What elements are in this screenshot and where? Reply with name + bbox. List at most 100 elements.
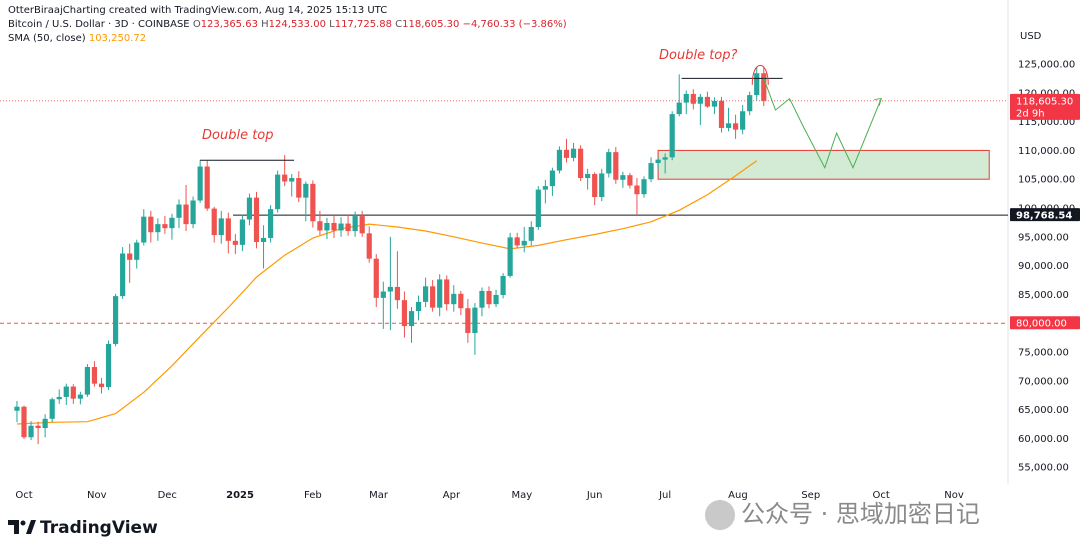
candle-body bbox=[21, 406, 27, 438]
candle-body bbox=[704, 96, 711, 107]
candle bbox=[592, 172, 598, 206]
candle-body bbox=[176, 204, 182, 218]
candle bbox=[437, 274, 443, 317]
candle bbox=[732, 114, 739, 139]
candle bbox=[246, 193, 253, 226]
candle bbox=[662, 153, 668, 174]
candle bbox=[267, 205, 274, 243]
candle-body bbox=[183, 204, 189, 225]
candle bbox=[35, 421, 41, 445]
candle bbox=[112, 293, 119, 347]
candle-body bbox=[253, 197, 260, 242]
byline: OtterBiraajCharting created with Trading… bbox=[8, 5, 388, 16]
candle bbox=[338, 217, 344, 237]
candle bbox=[91, 361, 98, 387]
candle bbox=[239, 214, 246, 252]
support-price-tag-bg bbox=[1010, 208, 1080, 222]
candle bbox=[366, 226, 372, 263]
candle bbox=[641, 176, 647, 198]
candle bbox=[655, 157, 661, 169]
candle bbox=[70, 384, 76, 404]
candle bbox=[465, 299, 471, 343]
candle-body bbox=[754, 73, 760, 96]
candle-body bbox=[49, 399, 55, 419]
candle-body bbox=[761, 73, 767, 101]
candle-body bbox=[197, 166, 203, 201]
candle bbox=[98, 377, 105, 394]
candle-body bbox=[514, 237, 520, 246]
y-tick-label: 95,000.00 bbox=[1018, 232, 1069, 243]
candle-body bbox=[606, 152, 612, 174]
candle-body bbox=[747, 95, 753, 112]
level-80k-tag-bg bbox=[1010, 316, 1080, 330]
candle-body bbox=[408, 311, 415, 327]
ohlc-row: Bitcoin / U.S. Dollar · 3D · COINBASE O1… bbox=[8, 18, 567, 32]
candle-body bbox=[380, 291, 386, 298]
candle bbox=[359, 210, 365, 237]
candle-body bbox=[613, 152, 619, 180]
candle-body bbox=[310, 183, 316, 222]
candle-body bbox=[338, 223, 344, 231]
candle bbox=[282, 155, 288, 187]
candle bbox=[134, 239, 140, 269]
candle bbox=[296, 171, 302, 203]
candle-body bbox=[740, 111, 746, 130]
y-tick-label: 125,000.00 bbox=[1018, 60, 1075, 71]
candle bbox=[514, 232, 520, 249]
candle bbox=[613, 146, 619, 184]
candle-body bbox=[359, 216, 365, 234]
peak-arc bbox=[751, 65, 769, 85]
candle-body bbox=[112, 296, 119, 344]
candle bbox=[211, 206, 217, 243]
candle-body bbox=[690, 93, 696, 104]
candle-body bbox=[627, 175, 633, 186]
candle-body bbox=[521, 240, 527, 246]
candle-body bbox=[634, 185, 640, 195]
candle bbox=[620, 171, 626, 188]
x-tick-label: Nov bbox=[87, 490, 107, 501]
y-tick-label: 70,000.00 bbox=[1018, 376, 1069, 387]
candle-body bbox=[373, 258, 379, 298]
candle-body bbox=[84, 366, 91, 395]
candle-body bbox=[141, 216, 147, 243]
double-top-label: Double top bbox=[202, 128, 274, 143]
candle-body bbox=[366, 233, 372, 259]
candle bbox=[148, 210, 154, 243]
candle bbox=[190, 196, 196, 229]
y-tick-label: 105,000.00 bbox=[1018, 175, 1075, 186]
level-80k-tag: 80,000.00 bbox=[1010, 316, 1080, 330]
x-axis-ticks: Oct Nov Dec 2025 Feb Mar Apr May Jun Jul Aug Sep Oct… bbox=[15, 490, 963, 501]
y-tick-label: 110,000.00 bbox=[1018, 146, 1075, 157]
y-axis-ticks: 125,000.00 120,000.00 115,000.00 110,000.00… bbox=[1018, 60, 1075, 474]
candle bbox=[77, 391, 83, 405]
candle bbox=[105, 340, 112, 391]
candle bbox=[373, 254, 379, 308]
candle-body bbox=[718, 100, 725, 128]
candle bbox=[49, 397, 55, 423]
candle bbox=[401, 291, 408, 338]
candle-body bbox=[655, 159, 661, 164]
candle-body bbox=[430, 286, 436, 308]
candle-body bbox=[127, 253, 133, 260]
candle-body bbox=[592, 174, 598, 198]
candle bbox=[704, 91, 711, 108]
sma-label: SMA (50, close) bbox=[8, 33, 86, 44]
y-tick-label: 120,000.00 bbox=[1018, 88, 1075, 99]
candle-body bbox=[585, 174, 591, 179]
candle bbox=[21, 405, 27, 439]
candle bbox=[528, 221, 534, 246]
candle bbox=[387, 236, 393, 331]
x-tick-label: Mar bbox=[369, 490, 389, 501]
candle-body bbox=[345, 223, 351, 232]
candle bbox=[28, 421, 34, 441]
watermark-text: 公众号 · 思域加密日记 bbox=[741, 500, 980, 528]
y-tick-label: 65,000.00 bbox=[1018, 405, 1069, 416]
candle-body bbox=[42, 418, 48, 429]
y-tick-label: 75,000.00 bbox=[1018, 348, 1069, 359]
candle bbox=[542, 179, 548, 204]
candle bbox=[549, 167, 556, 196]
candle-body bbox=[275, 174, 281, 210]
candle-body bbox=[260, 237, 267, 242]
x-tick-label: Aug bbox=[728, 490, 748, 501]
